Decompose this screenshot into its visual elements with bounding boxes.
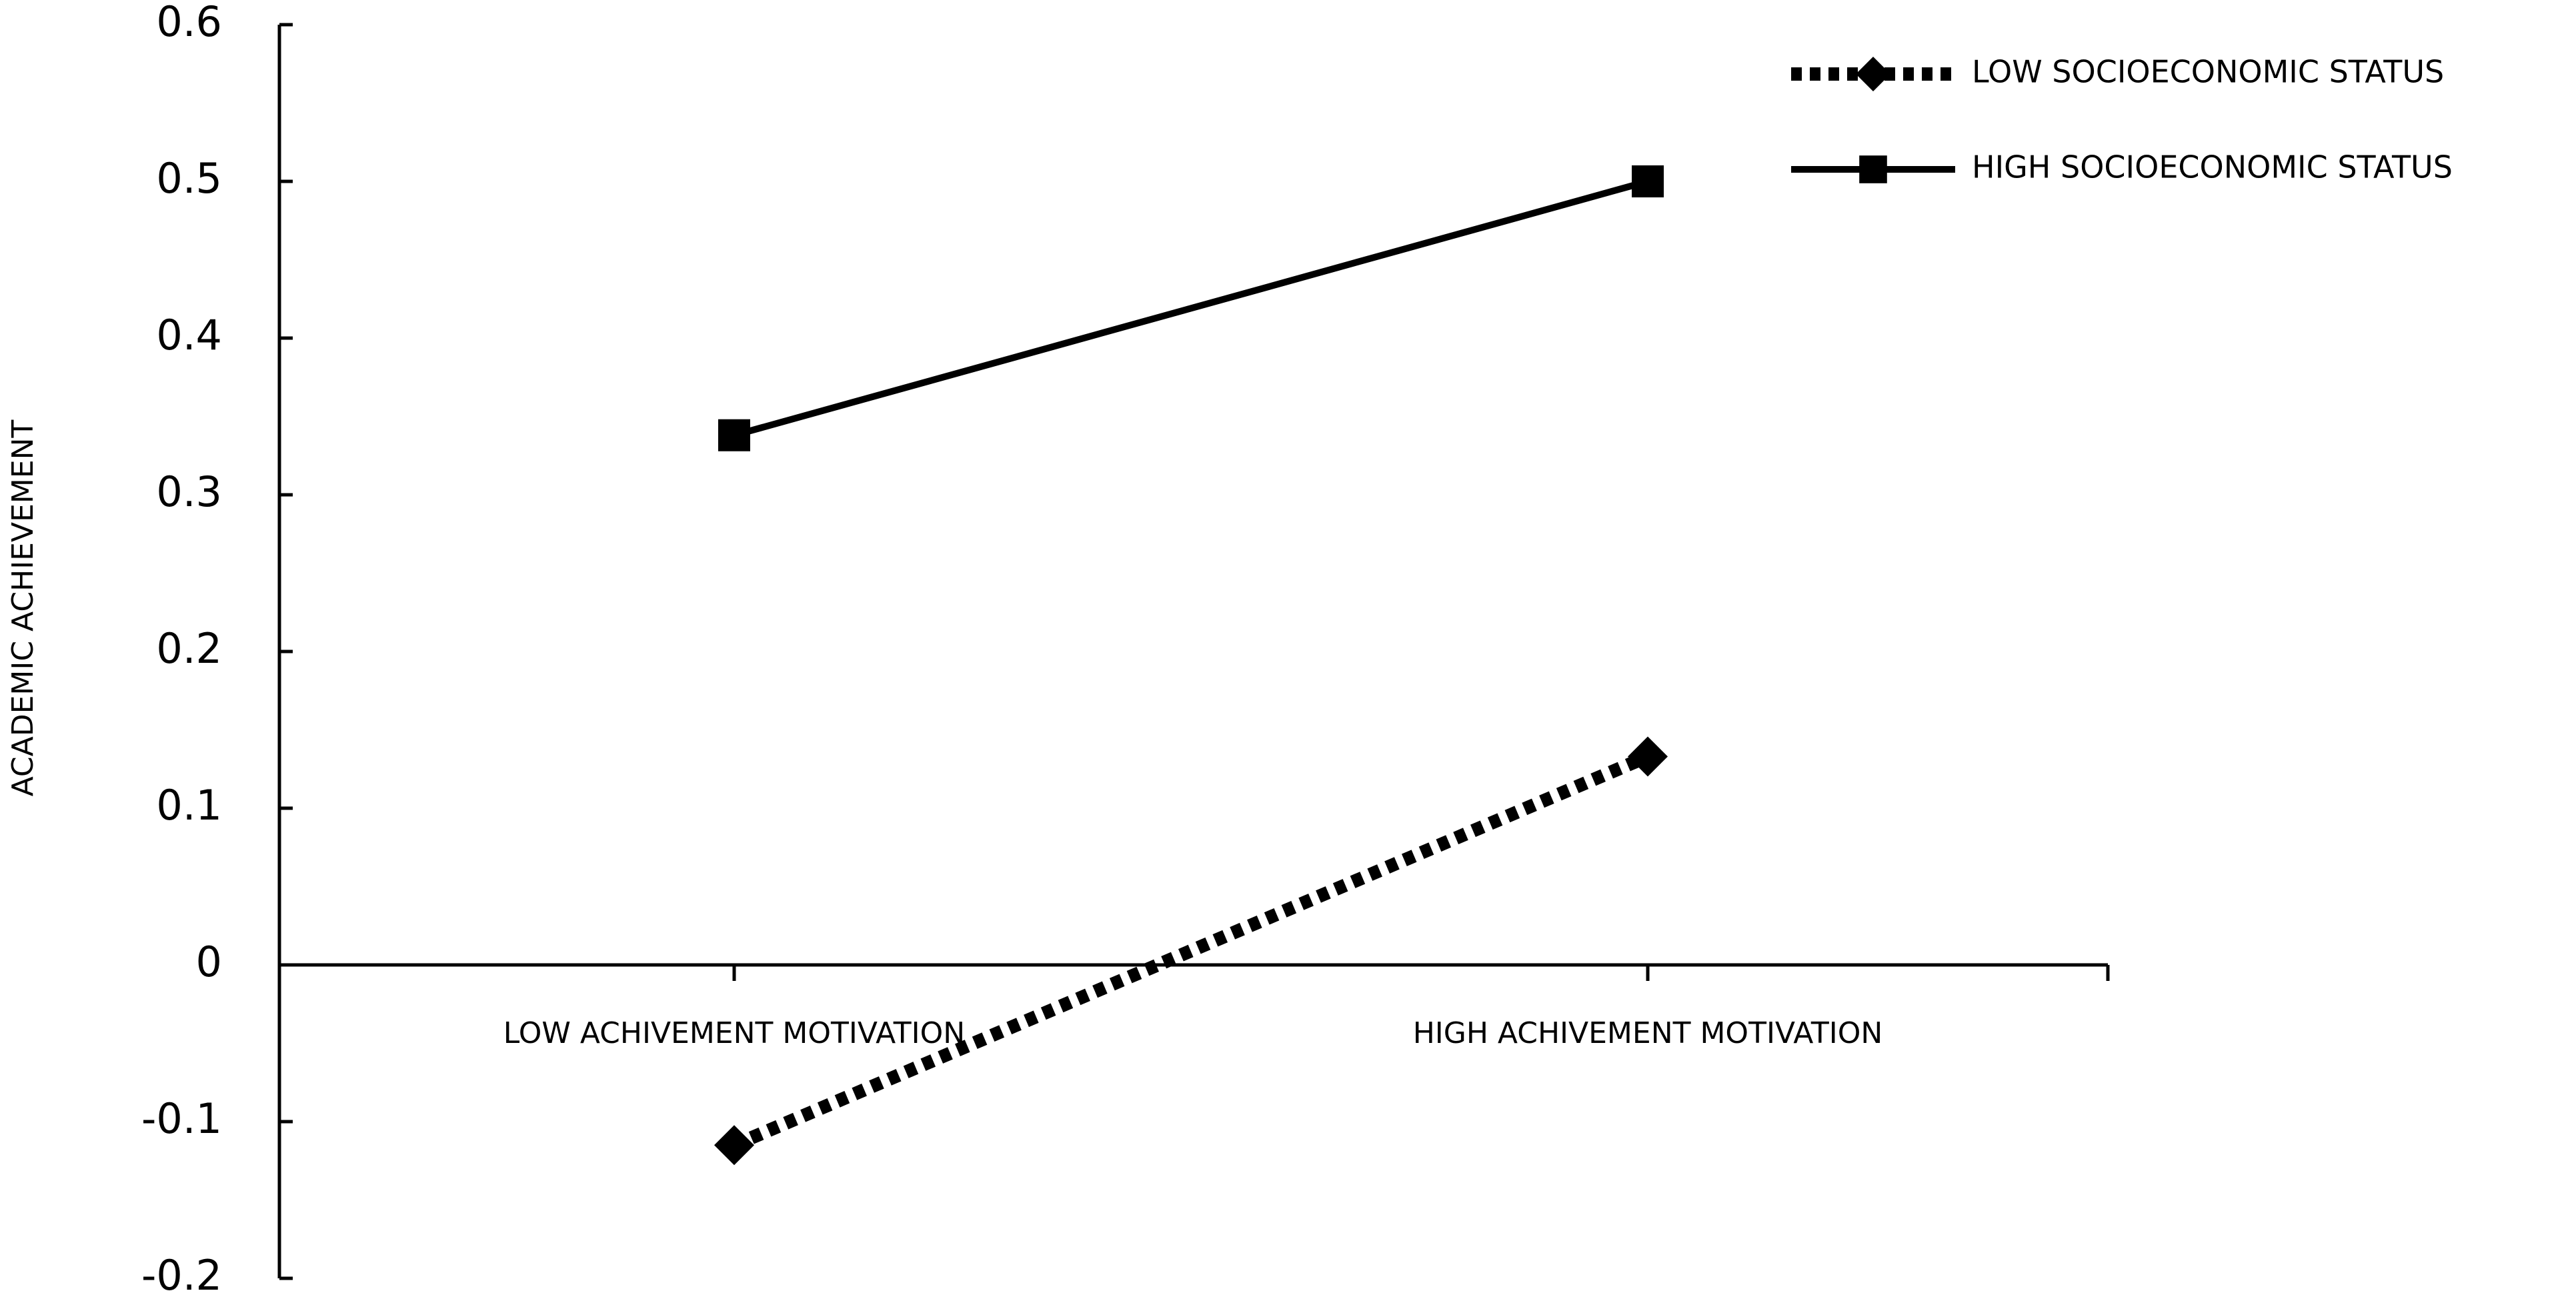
marker: [718, 419, 750, 451]
y-tick-label: 0.3: [156, 467, 222, 516]
y-tick-label: 0.2: [156, 624, 222, 673]
y-axis-label: ACADEMIC ACHIEVEMENT: [6, 419, 40, 796]
marker: [1856, 57, 1890, 91]
x-tick-label: LOW ACHIVEMENT MOTIVATION: [503, 1016, 965, 1050]
x-tick-label: HIGH ACHIVEMENT MOTIVATION: [1413, 1016, 1883, 1050]
marker: [1628, 736, 1668, 777]
legend-label: HIGH SOCIOECONOMIC STATUS: [1972, 149, 2453, 185]
series-line: [733, 178, 1649, 439]
y-tick-label: -0.1: [141, 1094, 222, 1143]
marker: [1859, 155, 1887, 183]
series-line: [732, 750, 1650, 1152]
y-tick-label: -0.2: [141, 1251, 222, 1300]
legend-label: LOW SOCIOECONOMIC STATUS: [1972, 54, 2444, 90]
y-tick-label: 0: [196, 938, 222, 986]
y-tick-label: 0.5: [156, 154, 222, 203]
y-tick-label: 0.4: [156, 311, 222, 359]
marker: [714, 1125, 754, 1166]
y-tick-label: 0.6: [156, 0, 222, 46]
marker: [1632, 165, 1664, 197]
y-tick-label: 0.1: [156, 781, 222, 830]
